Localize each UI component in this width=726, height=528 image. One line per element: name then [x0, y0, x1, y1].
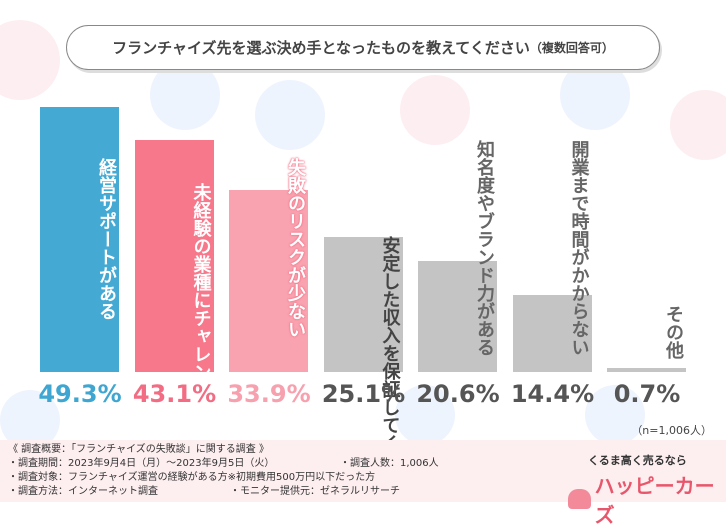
bar-label: 開業まで時間がかからない [513, 140, 592, 356]
survey-heading: 《 調査概要：「フランチャイズの失敗談」に関する調査 》 [8, 444, 269, 455]
bg-dot [0, 20, 60, 100]
logo-tagline: くるま高く売るなら [588, 454, 687, 467]
bg-dot [560, 60, 630, 130]
title-suffix: （複数回答可） [529, 41, 614, 55]
survey-footer: 《 調査概要：「フランチャイズの失敗談」に関する調査 》 ・調査期間：2023年… [0, 440, 726, 502]
logo: ハッピーカーズ [568, 470, 726, 528]
bg-dot [395, 385, 455, 445]
logo-name: ハッピーカーズ [594, 474, 715, 527]
value-label: 0.7% [613, 380, 681, 408]
bar-label-line: 知名度やブランド力がある [474, 140, 495, 356]
value-label: 20.6% [416, 380, 500, 408]
bar [40, 107, 119, 372]
chart-title: フランチャイズ先を選ぶ決め手となったものを教えてください （複数回答可） [66, 25, 660, 70]
bg-dot [150, 60, 220, 130]
survey-period: ・調査期間：2023年9月4日（月）～2023年9月5日（火） [8, 458, 275, 469]
bar [134, 140, 214, 372]
title-text: フランチャイズ先を選ぶ決め手となったものを教えてください [112, 39, 530, 57]
bg-dot [670, 90, 726, 160]
value-label: 33.9% [227, 380, 311, 408]
bar-label: 未経験の業種に チャレンジできる [135, 183, 214, 453]
car-icon [568, 489, 591, 509]
bar [512, 294, 592, 372]
bar-label-line: チャレンジできる [190, 309, 212, 453]
bar-label-line: 未経験の業種に [190, 183, 212, 309]
value-label: 49.3% [38, 380, 122, 408]
bar-label: 知名度やブランド力がある [418, 140, 497, 356]
survey-method: ・調査方法：インターネット調査 [8, 486, 158, 497]
value-label: 25.1% [321, 380, 406, 408]
bg-dot [585, 385, 645, 445]
bar [418, 261, 497, 372]
bar-label: その他 [607, 305, 686, 359]
bar [607, 368, 686, 372]
bar-label: 経営サポートがある [40, 158, 119, 320]
bar-label-line: 経営サポートがある [96, 158, 117, 320]
value-label: 43.1% [132, 380, 217, 408]
bar-label-line: 安定した収入を [379, 236, 401, 362]
bar-label-line: 開業まで時間がかからない [568, 140, 590, 356]
bar-label: 失敗のリスクが少ない [229, 158, 308, 338]
bg-dot [255, 80, 325, 150]
survey-target: ・調査対象：フランチャイズ運営の経験がある方※初期費用500万円以下だった方 [8, 472, 376, 483]
bg-dot [400, 75, 470, 145]
bar [323, 237, 403, 372]
survey-count: ・調査人数：1,006人 [340, 458, 439, 469]
bar-label-line: 失敗のリスクが少ない [285, 158, 306, 338]
value-label: 14.4% [510, 380, 595, 408]
survey-provider: ・モニター提供元：ゼネラルリサーチ [230, 486, 400, 497]
bar-label-line: その他 [663, 305, 684, 359]
sample-size: （n=1,006人） [631, 424, 712, 437]
bar [229, 189, 308, 372]
